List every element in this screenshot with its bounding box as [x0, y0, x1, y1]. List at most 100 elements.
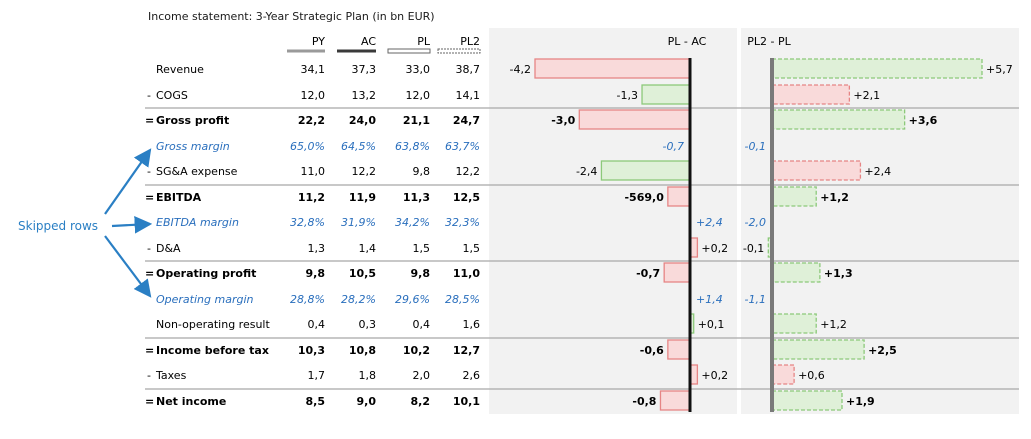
data-label: +2,1: [853, 89, 880, 102]
data-label: -0,7: [636, 267, 660, 280]
table-cell: 12,0: [301, 89, 326, 102]
table-cell: 0,4: [413, 318, 431, 331]
row-label: SG&A expense: [156, 165, 238, 178]
table-cell: 1,6: [463, 318, 481, 331]
data-label: +1,2: [820, 318, 847, 331]
table-cell: 21,1: [403, 114, 430, 127]
annotation-arrow: [111, 216, 153, 234]
chart-title-pl-ac: PL - AC: [668, 35, 707, 48]
bar: [771, 313, 817, 334]
bar: [663, 262, 691, 283]
bar: [771, 186, 817, 207]
data-label: +1,9: [846, 395, 875, 408]
table-cell: 65,0%: [290, 140, 325, 153]
row-label: Operating margin: [156, 293, 254, 306]
row-prefix: -: [147, 89, 151, 102]
header-underline-pl: [387, 48, 431, 54]
row-label: D&A: [156, 242, 181, 255]
row-label: Revenue: [156, 63, 204, 76]
header-underline-pl2: [437, 48, 481, 54]
bar: [771, 364, 795, 385]
column-header-pl2: PL2: [460, 35, 480, 48]
table-cell: 31,9%: [341, 216, 376, 229]
table-cell: 1,7: [308, 369, 326, 382]
table-cell: 63,7%: [445, 140, 480, 153]
table-cell: 0,4: [308, 318, 326, 331]
row-prefix: =: [145, 191, 154, 204]
data-label: +3,6: [909, 114, 938, 127]
table-cell: 2,6: [463, 369, 481, 382]
table-cell: 64,5%: [341, 140, 376, 153]
data-label: +0,2: [701, 242, 728, 255]
bar: [771, 58, 983, 79]
data-label: -1,1: [745, 293, 766, 306]
table-cell: 12,0: [406, 89, 431, 102]
row-prefix: =: [145, 114, 154, 127]
column-header-py: PY: [312, 35, 325, 48]
row-label: EBITDA: [156, 191, 202, 204]
data-label: +2,4: [864, 165, 891, 178]
table-cell: 29,6%: [395, 293, 430, 306]
table-cell: 8,5: [306, 395, 326, 408]
table-cell: 10,8: [349, 344, 376, 357]
data-label: +1,2: [820, 191, 849, 204]
bar: [771, 339, 865, 360]
table-cell: 14,1: [456, 89, 481, 102]
row-label: Net income: [156, 395, 226, 408]
table-cell: 34,2%: [395, 216, 430, 229]
bar: [771, 262, 821, 283]
row-label: Non-operating result: [156, 318, 270, 331]
table-cell: 2,0: [413, 369, 431, 382]
data-label: +2,4: [696, 216, 723, 229]
table-cell: 0,3: [359, 318, 377, 331]
bar: [641, 84, 691, 105]
row-prefix: =: [145, 395, 154, 408]
table-cell: 9,8: [306, 267, 326, 280]
data-label: -0,6: [640, 344, 664, 357]
chart-title: Income statement: 3-Year Strategic Plan …: [148, 10, 435, 23]
table-cell: 28,8%: [290, 293, 325, 306]
data-label: -2,4: [576, 165, 597, 178]
table-cell: 12,2: [456, 165, 481, 178]
row-label: COGS: [156, 89, 188, 102]
table-cell: 12,5: [453, 191, 480, 204]
table-cell: 33,0: [406, 63, 431, 76]
table-cell: 1,5: [413, 242, 431, 255]
data-label: -0,1: [743, 242, 764, 255]
table-cell: 8,2: [411, 395, 431, 408]
table-cell: 63,8%: [395, 140, 430, 153]
table-cell: 22,2: [298, 114, 325, 127]
bar: [771, 109, 906, 130]
column-header-pl: PL: [417, 35, 431, 48]
table-cell: 28,5%: [445, 293, 480, 306]
table-cell: 32,8%: [290, 216, 325, 229]
table-cell: 9,8: [411, 267, 431, 280]
annotation-arrow: [104, 235, 152, 298]
table-cell: 12,7: [453, 344, 480, 357]
table-cell: 11,0: [301, 165, 326, 178]
row-label: Taxes: [155, 369, 187, 382]
row-label: Operating profit: [156, 267, 256, 280]
column-header-ac: AC: [361, 35, 376, 48]
table-cell: 9,0: [357, 395, 377, 408]
bar: [771, 160, 862, 181]
bar: [534, 58, 691, 79]
row-label: Income before tax: [156, 344, 269, 357]
bar: [667, 339, 691, 360]
data-label: -3,0: [551, 114, 575, 127]
table-cell: 24,7: [453, 114, 480, 127]
annotation-arrow: [104, 148, 152, 215]
table-cell: 11,0: [453, 267, 480, 280]
row-prefix: -: [147, 242, 151, 255]
data-label: +0,2: [701, 369, 728, 382]
skipped-rows-annotation: Skipped rows: [18, 219, 99, 233]
data-label: -0,7: [663, 140, 684, 153]
row-prefix: -: [147, 369, 151, 382]
row-label: EBITDA margin: [156, 216, 239, 229]
data-label: -0,8: [632, 395, 656, 408]
data-label: -2,0: [745, 216, 766, 229]
table-cell: 34,1: [301, 63, 326, 76]
data-label: +0,1: [698, 318, 725, 331]
table-cell: 32,3%: [445, 216, 480, 229]
